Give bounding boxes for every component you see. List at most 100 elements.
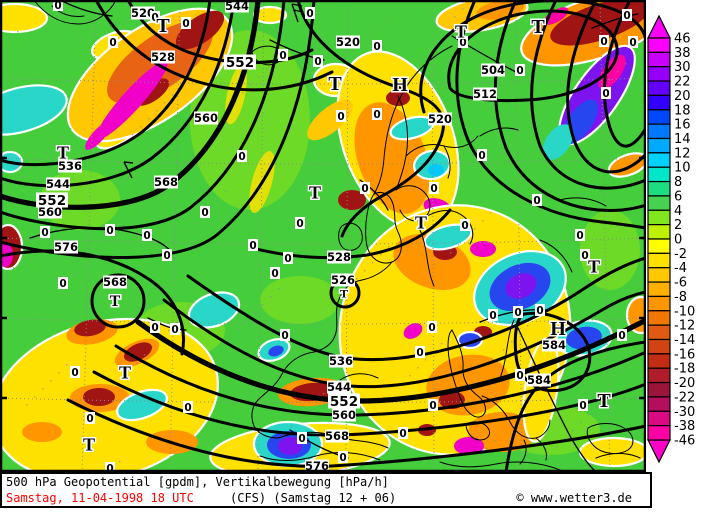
contour-label: 520 xyxy=(336,35,360,49)
svg-text:0: 0 xyxy=(629,37,636,49)
colorbar-tick-label: -8 xyxy=(674,290,687,305)
graticule xyxy=(0,0,646,472)
colorbar-tick-label: 46 xyxy=(674,32,691,47)
pressure-center-H: H xyxy=(392,74,408,96)
contour-label: 520 xyxy=(131,6,155,20)
svg-text:0: 0 xyxy=(533,195,540,207)
zero-label: 0 xyxy=(398,427,408,440)
svg-text:528: 528 xyxy=(327,250,351,264)
colorbar-cell xyxy=(647,238,671,254)
colorbar-cell xyxy=(647,310,671,326)
colorbar-tick-label: -16 xyxy=(674,347,695,362)
svg-text:0: 0 xyxy=(271,268,278,280)
colorbar-tick-label: 14 xyxy=(674,132,691,147)
svg-text:0: 0 xyxy=(459,37,466,49)
colorbar-cell xyxy=(647,137,671,154)
pressure-center-T: T xyxy=(119,362,131,382)
zero-label: 0 xyxy=(170,323,180,336)
contour-label: 544 xyxy=(327,380,351,394)
run-info-line: Samstag, 11-04-1998 18 UTC (CFS) (Samsta… xyxy=(6,490,646,506)
pressure-center-T: T xyxy=(455,21,467,41)
colorbar-cell xyxy=(647,267,671,283)
colorbar-tick-label: 38 xyxy=(674,46,691,61)
colorbar-arrow-down xyxy=(647,439,671,464)
zero-label: 0 xyxy=(248,239,258,252)
zero-label: 0 xyxy=(105,224,115,237)
svg-text:0: 0 xyxy=(109,37,116,49)
svg-text:528: 528 xyxy=(151,50,175,64)
svg-text:520: 520 xyxy=(428,112,452,126)
map-labels: 5205285445525605205045125205365445525605… xyxy=(36,0,638,472)
pressure-center-T: T xyxy=(597,390,611,412)
zero-label: 0 xyxy=(270,267,280,280)
colorbar-tick-label: -10 xyxy=(674,304,695,319)
zero-label: 0 xyxy=(428,399,438,412)
svg-text:0: 0 xyxy=(106,463,113,472)
zero-label: 0 xyxy=(70,366,80,379)
svg-text:0: 0 xyxy=(399,428,406,440)
valid-datetime: Samstag, 11-04-1998 18 UTC xyxy=(6,491,194,505)
zero-label: 0 xyxy=(513,306,523,319)
zero-label: 0 xyxy=(429,182,439,195)
colorbar-cell xyxy=(647,123,671,140)
station-dots xyxy=(1,0,639,463)
map-title: 500 hPa Geopotential [gpdm], Vertikalbew… xyxy=(6,475,389,489)
zero-label: 0 xyxy=(338,451,348,464)
svg-text:0: 0 xyxy=(296,218,303,230)
svg-text:536: 536 xyxy=(329,354,353,368)
contour-label: 576 xyxy=(54,240,78,254)
colorbar-cell xyxy=(647,152,671,168)
svg-text:568: 568 xyxy=(154,175,178,189)
colorbar-tick-label: 12 xyxy=(674,146,691,161)
copyright: © www.wetter3.de xyxy=(516,491,632,505)
zero-label: 0 xyxy=(372,108,382,121)
zero-label: 0 xyxy=(313,55,323,68)
pressure-center-T: T xyxy=(156,15,170,37)
zero-label: 0 xyxy=(53,0,63,12)
svg-text:0: 0 xyxy=(337,111,344,123)
contour-label: 544 xyxy=(46,177,70,191)
svg-text:0: 0 xyxy=(373,109,380,121)
zero-label: 0 xyxy=(628,36,638,49)
colorbar-arrow-up xyxy=(647,14,671,39)
zero-label: 0 xyxy=(515,369,525,382)
zero-label: 0 xyxy=(237,150,247,163)
svg-text:512: 512 xyxy=(473,87,497,101)
zero-label: 0 xyxy=(578,399,588,412)
zero-label: 0 xyxy=(622,9,632,22)
svg-text:0: 0 xyxy=(618,330,625,342)
colorbar-cell xyxy=(647,209,671,226)
colorbar-tick-label: 0 xyxy=(674,233,682,248)
svg-text:536: 536 xyxy=(58,159,82,173)
svg-text:584: 584 xyxy=(527,373,551,387)
pressure-center-T: T xyxy=(531,16,545,38)
svg-text:0: 0 xyxy=(284,253,291,265)
colorbar-cell xyxy=(647,180,671,197)
pressure-center-T: T xyxy=(415,212,427,232)
zero-label: 0 xyxy=(535,304,545,317)
svg-text:576: 576 xyxy=(305,459,329,472)
svg-text:0: 0 xyxy=(489,310,496,322)
svg-text:0: 0 xyxy=(151,12,158,24)
colorbar-tick-label: -6 xyxy=(674,276,687,291)
svg-text:560: 560 xyxy=(332,408,356,422)
svg-text:576: 576 xyxy=(54,240,78,254)
colorbar-tick-label: 4 xyxy=(674,204,682,219)
zero-label: 0 xyxy=(415,346,425,359)
colorbar-cells xyxy=(647,14,671,464)
contour-label: 576 xyxy=(305,459,329,472)
svg-text:0: 0 xyxy=(516,370,523,382)
svg-text:0: 0 xyxy=(581,250,588,262)
colorbar-cell xyxy=(647,353,671,369)
zero-label: 0 xyxy=(200,206,210,219)
svg-text:552: 552 xyxy=(330,394,358,410)
zero-label: 0 xyxy=(601,87,611,100)
geopotential-contours xyxy=(0,0,646,472)
svg-text:0: 0 xyxy=(428,322,435,334)
colorbar-tick-label: 2 xyxy=(674,218,682,233)
contour-label: 536 xyxy=(58,159,82,173)
zero-label: 0 xyxy=(515,64,525,77)
svg-text:0: 0 xyxy=(143,230,150,242)
svg-text:0: 0 xyxy=(184,402,191,414)
